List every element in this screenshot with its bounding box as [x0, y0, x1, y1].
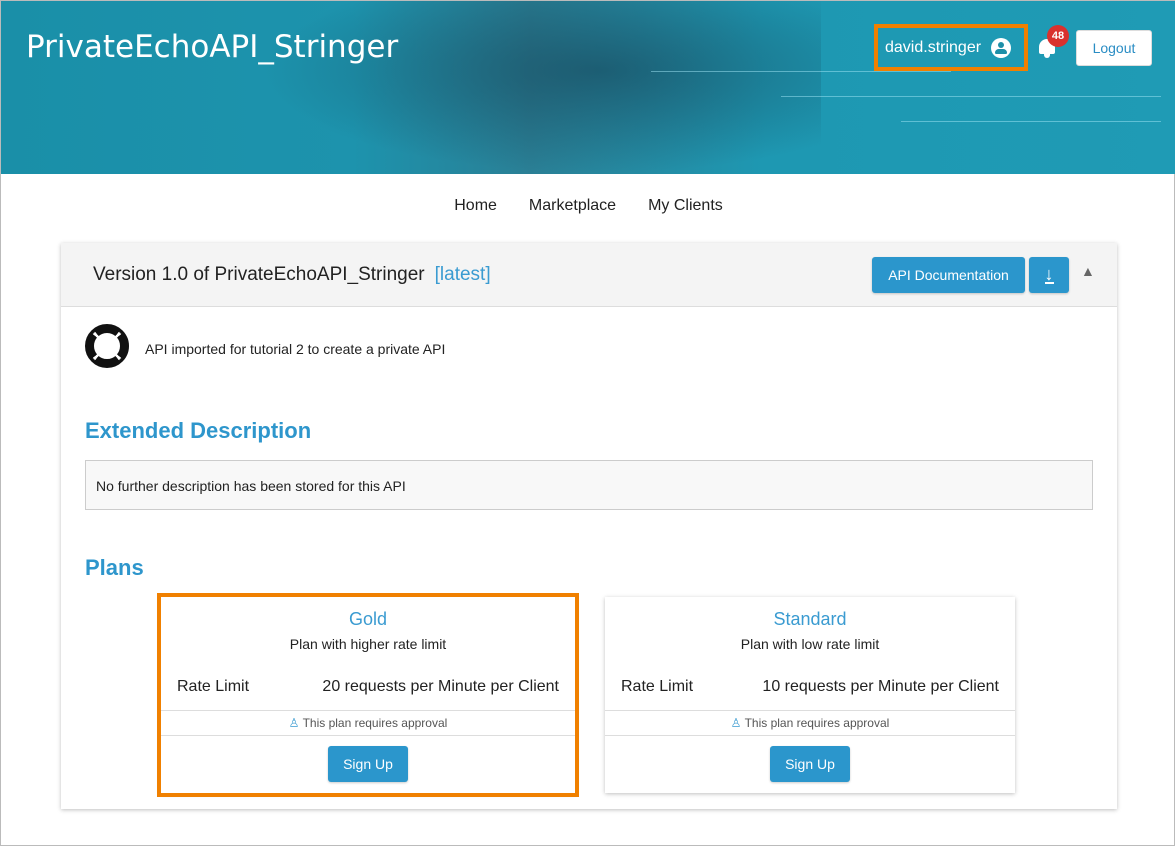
sign-up-button[interactable]: Sign Up — [328, 746, 408, 782]
approval-note: This plan requires approval — [302, 716, 448, 730]
plan-card-standard: Standard Plan with low rate limit Rate L… — [605, 597, 1015, 793]
api-summary: API imported for tutorial 2 to create a … — [145, 341, 446, 357]
plans-heading: Plans — [85, 555, 144, 580]
latest-tag: [latest] — [434, 264, 491, 285]
approval-note: This plan requires approval — [744, 716, 890, 730]
banner-decoration — [781, 96, 1161, 97]
api-card: Version 1.0 of PrivateEchoAPI_Stringer [l… — [61, 243, 1117, 809]
user-approval-icon: ♙ — [288, 716, 300, 730]
user-menu[interactable]: david.stringer — [874, 24, 1028, 71]
extended-description-box: No further description has been stored f… — [85, 460, 1093, 510]
download-button[interactable]: ↓ — [1029, 257, 1069, 293]
app-title: PrivateEchoAPI_Stringer — [26, 29, 399, 65]
rate-limit-value: 10 requests per Minute per Client — [762, 678, 999, 695]
nav-marketplace[interactable]: Marketplace — [528, 197, 617, 214]
rate-limit-label: Rate Limit — [177, 678, 250, 695]
banner-decoration — [651, 71, 951, 72]
username: david.stringer — [885, 38, 982, 56]
plan-description: Plan with low rate limit — [740, 636, 880, 652]
rate-limit-label: Rate Limit — [621, 678, 694, 695]
plan-description: Plan with higher rate limit — [289, 636, 447, 652]
logout-button[interactable]: Logout — [1076, 30, 1152, 66]
plan-name: Gold — [348, 609, 388, 629]
version-title: Version 1.0 of PrivateEchoAPI_Stringer — [93, 264, 425, 285]
lifebuoy-icon — [85, 324, 129, 368]
api-documentation-button[interactable]: API Documentation — [872, 257, 1025, 293]
nav-home[interactable]: Home — [454, 197, 497, 214]
plan-name: Standard — [773, 609, 847, 629]
user-approval-icon: ♙ — [730, 716, 742, 730]
extended-description-heading: Extended Description — [85, 418, 312, 443]
collapse-chevron-up-icon[interactable]: ▲ — [1081, 263, 1095, 279]
download-icon: ↓ — [1044, 264, 1054, 284]
api-card-header[interactable]: Version 1.0 of PrivateEchoAPI_Stringer [l… — [61, 243, 1117, 307]
header-banner — [1, 1, 1175, 174]
notification-badge: 48 — [1047, 25, 1069, 47]
nav-my-clients[interactable]: My Clients — [648, 197, 723, 214]
sign-up-button[interactable]: Sign Up — [770, 746, 850, 782]
banner-decoration — [901, 121, 1161, 122]
banner-image — [261, 1, 821, 174]
main-nav: Home Marketplace My Clients — [1, 197, 1175, 215]
rate-limit-value: 20 requests per Minute per Client — [322, 678, 559, 695]
plan-card-gold: Gold Plan with higher rate limit Rate Li… — [157, 593, 579, 797]
user-circle-icon — [991, 37, 1012, 58]
